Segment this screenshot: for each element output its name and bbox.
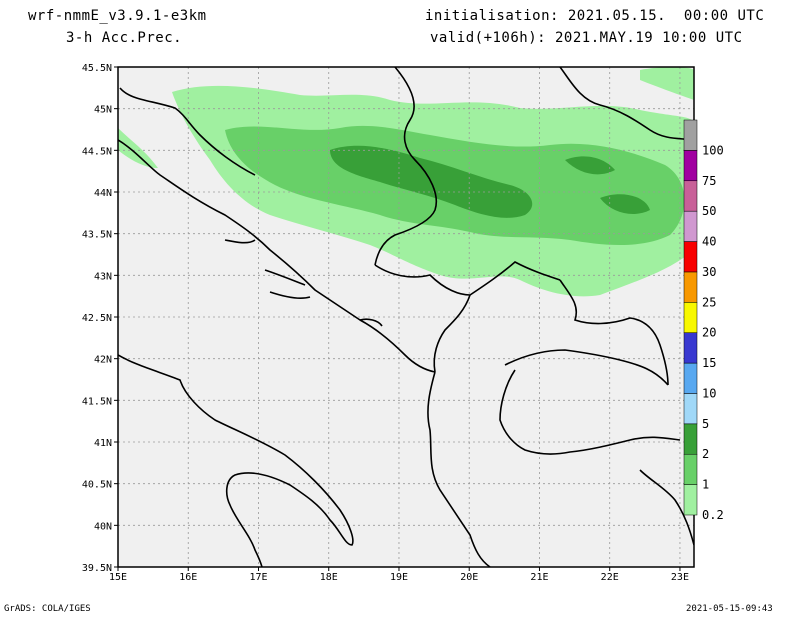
precip-area-light-2 bbox=[118, 128, 158, 168]
colorbar-level-label: 2 bbox=[702, 447, 709, 461]
lat-tick-label: 43N bbox=[94, 271, 112, 282]
colorbar-level-label: 40 bbox=[702, 235, 716, 249]
lat-tick-label: 39.5N bbox=[82, 563, 112, 574]
colorbar-swatch bbox=[683, 423, 698, 455]
colorbar-level-label: 5 bbox=[702, 417, 709, 431]
precip-area-dark-2 bbox=[565, 156, 615, 175]
lat-tick-label: 44.5N bbox=[82, 146, 112, 157]
colorbar-level-label: 1 bbox=[702, 478, 709, 492]
lon-tick-label: 20E bbox=[460, 572, 478, 583]
colorbar-level-label: 20 bbox=[702, 326, 716, 340]
colorbar-swatch bbox=[683, 484, 698, 516]
colorbar-swatch bbox=[683, 453, 698, 485]
grads-credit: GrADS: COLA/IGES bbox=[4, 604, 91, 614]
lon-tick-label: 23E bbox=[671, 572, 689, 583]
colorbar-level-label: 75 bbox=[702, 174, 716, 188]
initialisation-time: initialisation: 2021.05.15. 00:00 UTC bbox=[425, 8, 765, 24]
lon-tick-label: 19E bbox=[390, 572, 408, 583]
colorbar-level-label: 15 bbox=[702, 356, 716, 370]
graticule bbox=[118, 67, 694, 567]
lat-tick-label: 45N bbox=[94, 105, 112, 116]
lon-tick-label: 15E bbox=[109, 572, 127, 583]
lon-tick-label: 17E bbox=[249, 572, 267, 583]
colorbar-level-label: 10 bbox=[702, 386, 716, 400]
lon-tick-label: 16E bbox=[179, 572, 197, 583]
lon-tick-label: 18E bbox=[320, 572, 338, 583]
field-title: 3-h Acc.Prec. bbox=[66, 30, 183, 46]
colorbar-level-label: 25 bbox=[702, 295, 716, 309]
colorbar-swatch bbox=[683, 210, 698, 242]
lat-tick-label: 42.5N bbox=[82, 313, 112, 324]
colorbar-swatch bbox=[683, 119, 698, 151]
precip-area-dark-3 bbox=[600, 194, 650, 214]
colorbar-swatch bbox=[683, 271, 698, 303]
colorbar-swatch bbox=[683, 180, 698, 212]
lat-tick-label: 41N bbox=[94, 438, 112, 449]
render-timestamp: 2021-05-15-09:43 bbox=[686, 604, 773, 614]
lat-tick-label: 40N bbox=[94, 521, 112, 532]
colorbar-swatch bbox=[683, 241, 698, 273]
lat-tick-label: 41.5N bbox=[82, 396, 112, 407]
colorbar-swatch bbox=[683, 332, 698, 364]
colorbar-level-label: 30 bbox=[702, 265, 716, 279]
lon-tick-label: 21E bbox=[530, 572, 548, 583]
colorbar-level-label: 100 bbox=[702, 143, 724, 157]
lat-tick-label: 40.5N bbox=[82, 480, 112, 491]
lon-tick-label: 22E bbox=[601, 572, 619, 583]
colorbar-swatch bbox=[683, 302, 698, 333]
lat-tick-label: 42N bbox=[94, 355, 112, 366]
latitude-axis: 39.5N 40N 40.5N 41N 41.5N 42N 42.5N 43N 43.5N 44N… bbox=[82, 63, 118, 574]
valid-time: valid(+106h): 2021.MAY.19 10:00 UTC bbox=[430, 30, 743, 46]
lat-tick-label: 45.5N bbox=[82, 63, 112, 74]
colorbar-swatch bbox=[683, 362, 698, 394]
longitude-axis: 15E 16E 17E 18E 19E 20E 21E 22E 23E bbox=[109, 567, 689, 583]
lat-tick-label: 44N bbox=[94, 188, 112, 199]
colorbar-level-label: 0.2 bbox=[702, 508, 724, 522]
model-title: wrf-nmmE_v3.9.1-e3km bbox=[28, 8, 207, 24]
colorbar-swatch bbox=[683, 393, 698, 425]
precip-area-light-3 bbox=[640, 67, 694, 100]
coastlines-borders bbox=[118, 67, 694, 567]
colorbar-swatch bbox=[683, 150, 698, 182]
colorbar-level-label: 50 bbox=[702, 204, 716, 218]
lat-tick-label: 43.5N bbox=[82, 230, 112, 241]
